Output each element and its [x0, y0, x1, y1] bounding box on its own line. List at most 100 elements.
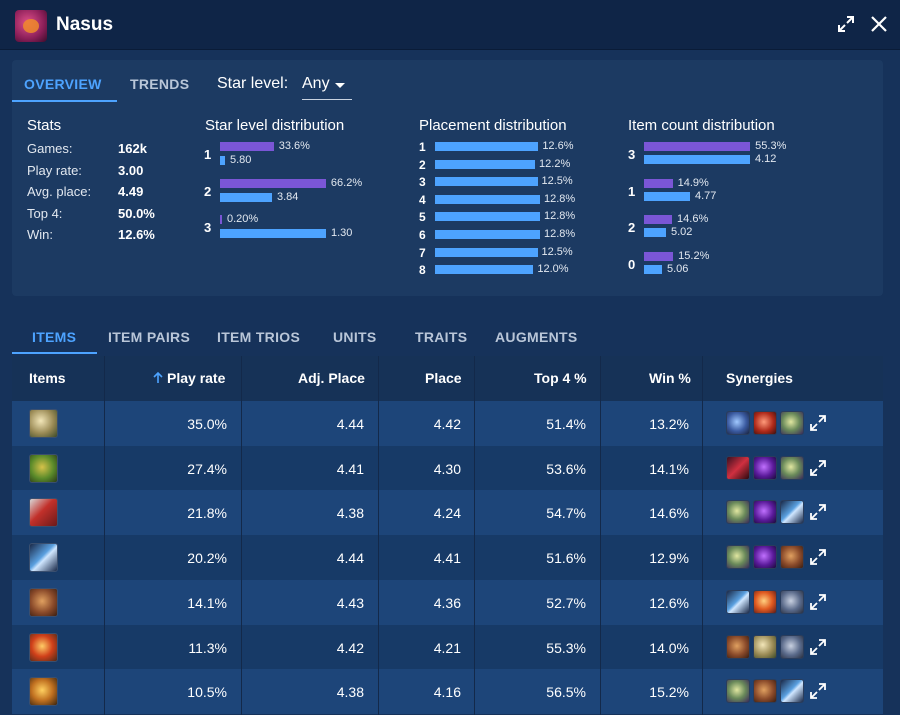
- column-header-play-rate[interactable]: Play rate: [152, 370, 225, 386]
- stat-label: Top 4:: [27, 205, 63, 221]
- distribution-row-key: 2: [628, 220, 636, 235]
- expand-synergies-icon[interactable]: [809, 459, 827, 477]
- chalice-item-icon[interactable]: [29, 409, 58, 438]
- column-header-top4[interactable]: Top 4 %: [534, 370, 587, 386]
- red-fire-orb-item-icon[interactable]: [29, 632, 58, 662]
- orange-orb-item-icon[interactable]: [753, 589, 777, 614]
- tab-traits[interactable]: TRAITS: [415, 329, 468, 345]
- distribution-pct-bar: [220, 179, 326, 188]
- close-icon[interactable]: [869, 14, 889, 34]
- placement-pct-label: 12.5%: [541, 175, 573, 188]
- column-header-synergies: Synergies: [726, 370, 793, 386]
- placement-pct-label: 12.6%: [542, 140, 574, 152]
- table-row[interactable]: 20.2% 4.44 4.41 51.6% 12.9%: [12, 535, 883, 581]
- tab-trends[interactable]: TRENDS: [130, 76, 190, 92]
- tab-item-trios[interactable]: ITEM TRIOS: [217, 329, 301, 345]
- distribution-avg-label: 4.77: [695, 190, 717, 202]
- place-cell: 4.24: [433, 505, 461, 522]
- blue-blade-item-icon[interactable]: [780, 679, 804, 704]
- expand-synergies-icon[interactable]: [809, 548, 827, 566]
- bronze-armor-item-icon[interactable]: [726, 634, 750, 659]
- placement-bar: [435, 230, 540, 239]
- tab-units[interactable]: UNITS: [333, 329, 377, 345]
- table-row[interactable]: 11.3% 4.42 4.21 55.3% 14.0%: [12, 624, 883, 670]
- star-level-dropdown[interactable]: Any: [302, 72, 352, 100]
- stat-value: 4.49: [118, 184, 144, 199]
- crown-item-icon[interactable]: [780, 411, 804, 435]
- green-gauntlet-item-icon[interactable]: [29, 453, 58, 483]
- distribution-pct-bar: [644, 142, 751, 151]
- bronze-armor-item-icon[interactable]: [780, 545, 804, 570]
- steel-mask-item-icon[interactable]: [780, 634, 804, 659]
- table-row[interactable]: 35.0% 4.44 4.42 51.4% 13.2%: [12, 401, 883, 446]
- distribution-avg-bar: [220, 156, 225, 165]
- purple-orb-item-icon[interactable]: [753, 455, 777, 480]
- column-divider: [600, 356, 601, 715]
- bronze-armor-item-icon[interactable]: [753, 679, 777, 704]
- column-header-win[interactable]: Win %: [649, 370, 691, 386]
- column-header-place[interactable]: Place: [425, 370, 462, 386]
- placement-pct-label: 12.8%: [543, 210, 576, 223]
- red-bow-item-icon[interactable]: [29, 498, 58, 528]
- steel-mask-item-icon[interactable]: [780, 589, 804, 614]
- tab-item-pairs[interactable]: ITEM PAIRS: [108, 329, 191, 345]
- adj-place-cell: 4.38: [336, 684, 364, 701]
- table-row[interactable]: 21.8% 4.38 4.24 54.7% 14.6%: [12, 490, 883, 536]
- top4-cell: 54.7%: [546, 505, 586, 522]
- tab-overview[interactable]: OVERVIEW: [24, 76, 102, 92]
- chevron-down-icon: [335, 83, 345, 88]
- place-cell: 4.16: [433, 684, 461, 701]
- blue-blade-item-icon[interactable]: [726, 589, 750, 614]
- expand-synergies-icon[interactable]: [809, 682, 827, 700]
- purple-orb-item-icon[interactable]: [753, 500, 777, 525]
- column-header-items[interactable]: Items: [29, 370, 66, 386]
- distribution-pct-label: 55.3%: [755, 140, 787, 152]
- red-gauntlet-item-icon[interactable]: [753, 411, 777, 435]
- table-row[interactable]: 14.1% 4.43 4.36 52.7% 12.6%: [12, 579, 883, 625]
- distribution-avg-label: 5.80: [230, 154, 252, 166]
- expand-synergies-icon[interactable]: [809, 414, 827, 432]
- place-cell: 4.36: [433, 594, 461, 611]
- adj-place-cell: 4.44: [336, 550, 364, 567]
- distribution-avg-label: 3.84: [277, 191, 299, 203]
- top4-cell: 51.4%: [546, 416, 586, 432]
- blue-blade-item-icon[interactable]: [780, 500, 804, 525]
- adj-place-cell: 4.41: [336, 460, 364, 477]
- distribution-pct-bar: [644, 179, 673, 188]
- placement-bar: [435, 265, 534, 275]
- active-tab-underline: [12, 100, 117, 102]
- purple-orb-item-icon[interactable]: [753, 545, 777, 570]
- stat-value: 12.6%: [118, 227, 155, 242]
- placement-pct-label: 12.8%: [543, 228, 576, 240]
- star-distribution-title: Star level distribution: [205, 117, 345, 134]
- expand-synergies-icon[interactable]: [809, 638, 827, 656]
- tab-augments[interactable]: AUGMENTS: [495, 329, 578, 345]
- win-cell: 14.1%: [649, 460, 689, 477]
- table-row[interactable]: 10.5% 4.38 4.16 56.5% 15.2%: [12, 669, 883, 715]
- active-main-tab-underline: [12, 352, 97, 354]
- tab-items[interactable]: ITEMS: [32, 329, 77, 345]
- crown-item-icon[interactable]: [726, 500, 750, 525]
- distribution-avg-bar: [644, 265, 662, 274]
- expand-synergies-icon[interactable]: [809, 503, 827, 521]
- distribution-row-key: 7: [419, 245, 426, 260]
- bronze-armor-item-icon[interactable]: [29, 587, 58, 617]
- golden-claw-item-icon[interactable]: [29, 677, 58, 707]
- crown-item-icon[interactable]: [726, 545, 750, 570]
- table-row[interactable]: 27.4% 4.41 4.30 53.6% 14.1%: [12, 445, 883, 491]
- blue-blade-item-icon[interactable]: [29, 543, 58, 573]
- crown-item-icon[interactable]: [726, 679, 750, 704]
- expand-icon[interactable]: [836, 14, 856, 34]
- play-rate-header-label: Play rate: [167, 370, 226, 386]
- blue-shroud-item-icon[interactable]: [726, 411, 750, 435]
- chalice-item-icon[interactable]: [753, 634, 777, 659]
- placement-bar: [435, 159, 536, 169]
- red-blade-item-icon[interactable]: [726, 455, 750, 480]
- star-level-value: Any: [302, 75, 330, 92]
- column-header-adj-place[interactable]: Adj. Place: [298, 370, 365, 386]
- play-rate-cell: 10.5%: [187, 684, 227, 701]
- distribution-row-key: 6: [419, 228, 426, 242]
- items-table: Items Play rate Adj. Place Place Top 4 %…: [12, 356, 883, 715]
- expand-synergies-icon[interactable]: [809, 593, 827, 611]
- crown-item-icon[interactable]: [780, 455, 804, 480]
